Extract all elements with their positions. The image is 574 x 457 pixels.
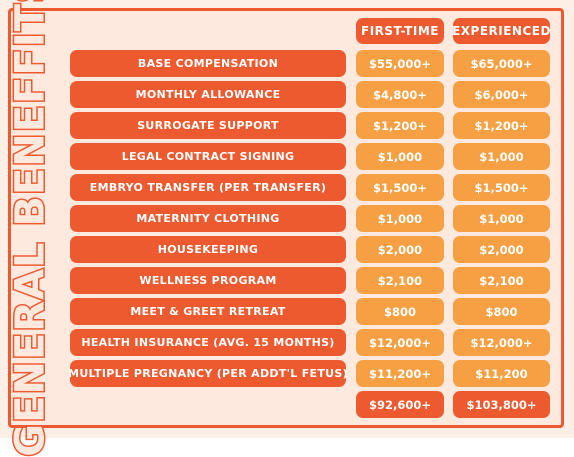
first-time-value: $800 [356, 298, 444, 325]
first-time-value: $12,000+ [356, 329, 444, 356]
vertical-title: GENERAL BENEFFITS [2, 0, 60, 457]
column-header-first-time: FIRST-TIME [356, 18, 444, 44]
row-label: LEGAL CONTRACT SIGNING [70, 143, 346, 170]
row-label: EMBRYO TRANSFER (PER TRANSFER) [70, 174, 346, 201]
experienced-value: $65,000+ [453, 50, 550, 77]
row-label: WELLNESS PROGRAM [70, 267, 346, 294]
first-time-value: $1,000 [356, 205, 444, 232]
total-first-time: $92,600+ [356, 391, 444, 418]
row-label: MONTHLY ALLOWANCE [70, 81, 346, 108]
experienced-value: $800 [453, 298, 550, 325]
row-label: HOUSEKEEPING [70, 236, 346, 263]
row-label: MEET & GREET RETREAT [70, 298, 346, 325]
column-header-experienced: EXPERIENCED [452, 18, 550, 44]
experienced-value: $2,000 [453, 236, 550, 263]
row-label: SURROGATE SUPPORT [70, 112, 346, 139]
first-time-value: $4,800+ [356, 81, 444, 108]
first-time-value: $1,500+ [356, 174, 444, 201]
row-label: HEALTH INSURANCE (AVG. 15 MONTHS) [70, 329, 346, 356]
first-time-value: $2,100 [356, 267, 444, 294]
experienced-value: $1,000 [453, 205, 550, 232]
row-label: BASE COMPENSATION [70, 50, 346, 77]
first-time-value: $11,200+ [356, 360, 444, 387]
first-time-value: $2,000 [356, 236, 444, 263]
first-time-value: $1,000 [356, 143, 444, 170]
row-label: MATERNITY CLOTHING [70, 205, 346, 232]
total-experienced: $103,800+ [453, 391, 550, 418]
experienced-value: $2,100 [453, 267, 550, 294]
experienced-value: $12,000+ [453, 329, 550, 356]
experienced-value: $1,000 [453, 143, 550, 170]
row-label: MULTIPLE PREGNANCY (PER ADDT'L FETUS) [68, 360, 348, 387]
experienced-value: $1,200+ [453, 112, 550, 139]
experienced-value: $1,500+ [453, 174, 550, 201]
page-title: GENERAL BENEFFITS [7, 0, 56, 457]
first-time-value: $1,200+ [356, 112, 444, 139]
first-time-value: $55,000+ [356, 50, 444, 77]
experienced-value: $11,200 [453, 360, 550, 387]
experienced-value: $6,000+ [453, 81, 550, 108]
